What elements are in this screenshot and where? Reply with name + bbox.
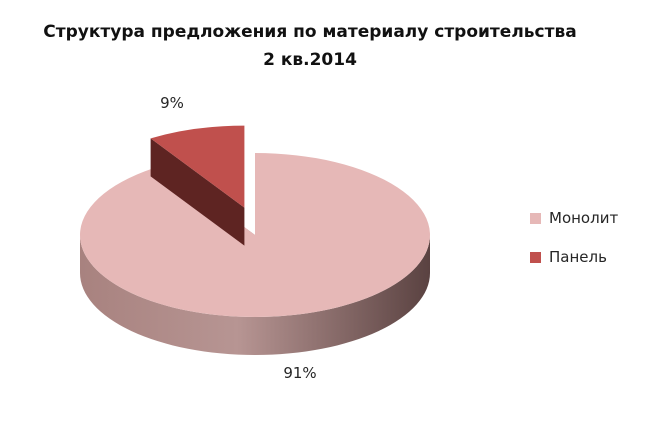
pie-slice-panel	[150, 125, 245, 246]
data-label-panel: 9%	[160, 94, 184, 112]
pie-slice-monolit	[80, 153, 431, 355]
pie-slice-wall-panel-0	[150, 138, 245, 246]
pie-slice-top-panel	[150, 125, 245, 208]
chart-title-line: Структура предложения по материалу строи…	[43, 22, 577, 42]
legend-swatch-panel	[530, 251, 541, 263]
label-layer: 91% 9%	[160, 94, 317, 382]
pie-slice-top-monolit	[80, 153, 431, 317]
data-label-monolit: 91%	[283, 364, 316, 382]
legend-label-monolit: Монолит	[549, 209, 619, 227]
pie-slice-side-monolit	[80, 235, 430, 355]
chart-legend: Монолит Панель	[530, 208, 618, 286]
chart-subtitle-line: 2 кв.2014	[263, 50, 357, 70]
legend-label-panel: Панель	[549, 248, 607, 266]
chart-title: Структура предложения по материалу строи…	[0, 18, 620, 74]
legend-item-monolit: Монолит	[530, 208, 618, 228]
pie-layer	[80, 125, 431, 355]
legend-item-panel: Панель	[530, 247, 618, 267]
legend-swatch-monolit	[530, 212, 541, 224]
